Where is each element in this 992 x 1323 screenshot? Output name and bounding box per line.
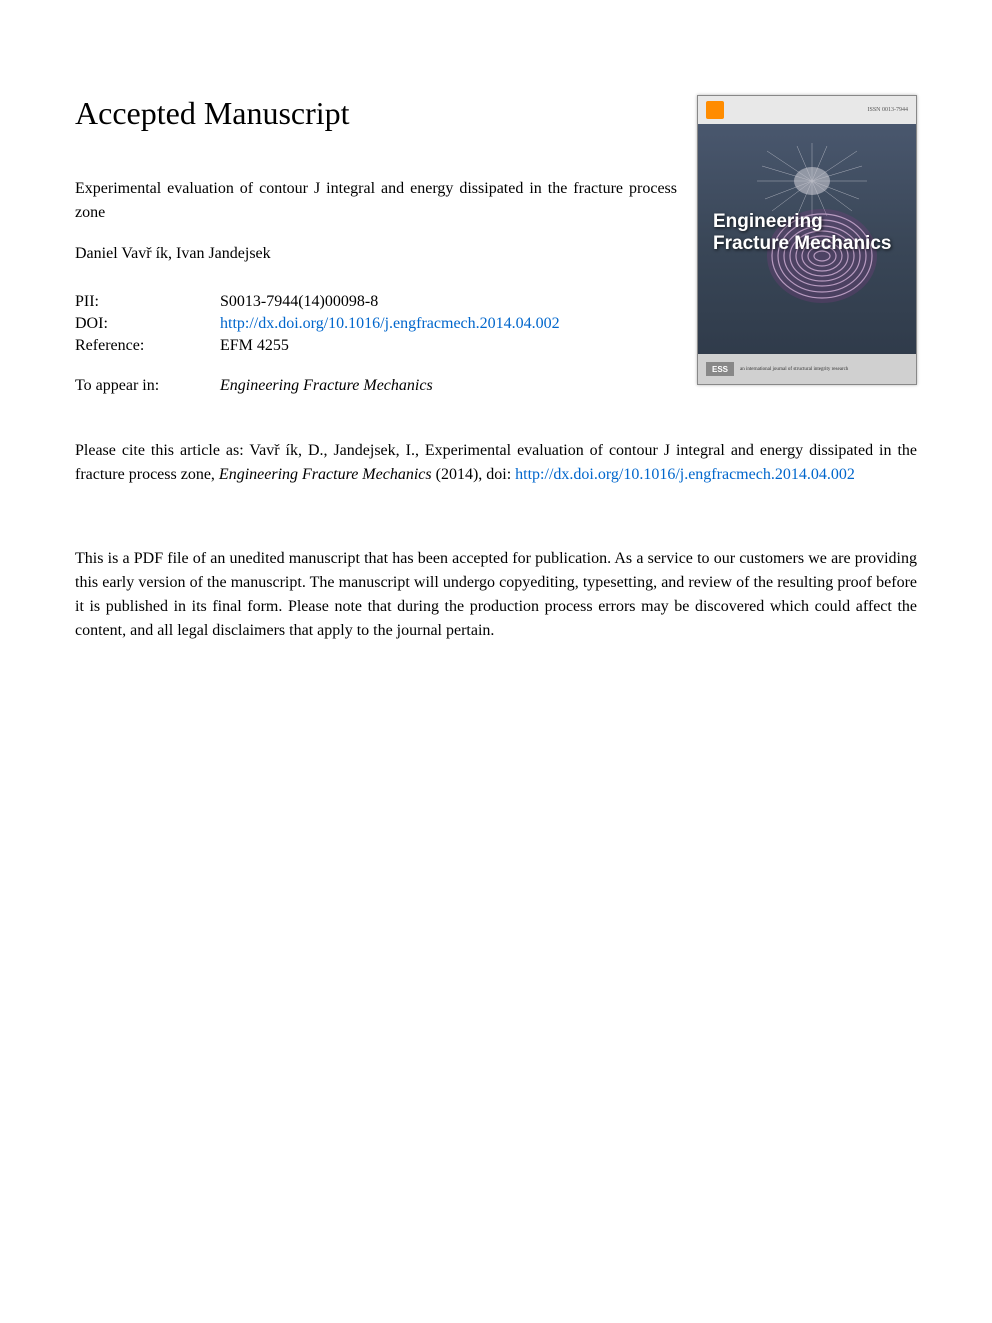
cover-journal-title: Engineering Fracture Mechanics xyxy=(713,211,901,255)
article-title: Experimental evaluation of contour J int… xyxy=(75,177,677,225)
reference-value: EFM 4255 xyxy=(220,337,677,355)
citation-section: Please cite this article as: Vavř ík, D.… xyxy=(75,439,917,487)
citation-doi-link[interactable]: http://dx.doi.org/10.1016/j.engfracmech.… xyxy=(515,466,855,483)
cover-bottom-bar: ESS an international journal of structur… xyxy=(698,354,916,384)
metadata-row-pii: PII: S0013-7944(14)00098-8 xyxy=(75,293,677,311)
header-section: Accepted Manuscript Experimental evaluat… xyxy=(75,95,917,399)
appear-label: To appear in: xyxy=(75,377,220,395)
issn-text: ISSN 0013-7944 xyxy=(867,107,908,113)
metadata-row-appear: To appear in: Engineering Fracture Mecha… xyxy=(75,377,677,395)
doi-label: DOI: xyxy=(75,315,220,333)
left-content-column: Accepted Manuscript Experimental evaluat… xyxy=(75,95,697,399)
metadata-spacer xyxy=(75,359,677,377)
metadata-row-reference: Reference: EFM 4255 xyxy=(75,337,677,355)
metadata-table: PII: S0013-7944(14)00098-8 DOI: http://d… xyxy=(75,293,677,395)
cover-title-line1: Engineering xyxy=(713,211,823,232)
elsevier-logo-icon xyxy=(706,101,724,119)
journal-cover-thumbnail: ISSN 0013-7944 xyxy=(697,95,917,385)
appear-value: Engineering Fracture Mechanics xyxy=(220,377,677,395)
cover-title-line2: Fracture Mechanics xyxy=(713,233,891,254)
cover-bottom-text: an international journal of structural i… xyxy=(740,367,848,372)
disclaimer-text: This is a PDF file of an unedited manusc… xyxy=(75,547,917,643)
doi-value: http://dx.doi.org/10.1016/j.engfracmech.… xyxy=(220,315,677,333)
citation-year: (2014), doi: xyxy=(432,466,516,483)
cover-top-bar: ISSN 0013-7944 xyxy=(698,96,916,124)
pii-value: S0013-7944(14)00098-8 xyxy=(220,293,677,311)
page-heading: Accepted Manuscript xyxy=(75,95,677,132)
citation-journal: Engineering Fracture Mechanics xyxy=(219,466,432,483)
metadata-row-doi: DOI: http://dx.doi.org/10.1016/j.engfrac… xyxy=(75,315,677,333)
doi-link[interactable]: http://dx.doi.org/10.1016/j.engfracmech.… xyxy=(220,315,560,332)
reference-label: Reference: xyxy=(75,337,220,355)
authors: Daniel Vavř ík, Ivan Jandejsek xyxy=(75,245,677,263)
ess-logo-icon: ESS xyxy=(706,362,734,376)
disclaimer-section: This is a PDF file of an unedited manusc… xyxy=(75,547,917,643)
pii-label: PII: xyxy=(75,293,220,311)
